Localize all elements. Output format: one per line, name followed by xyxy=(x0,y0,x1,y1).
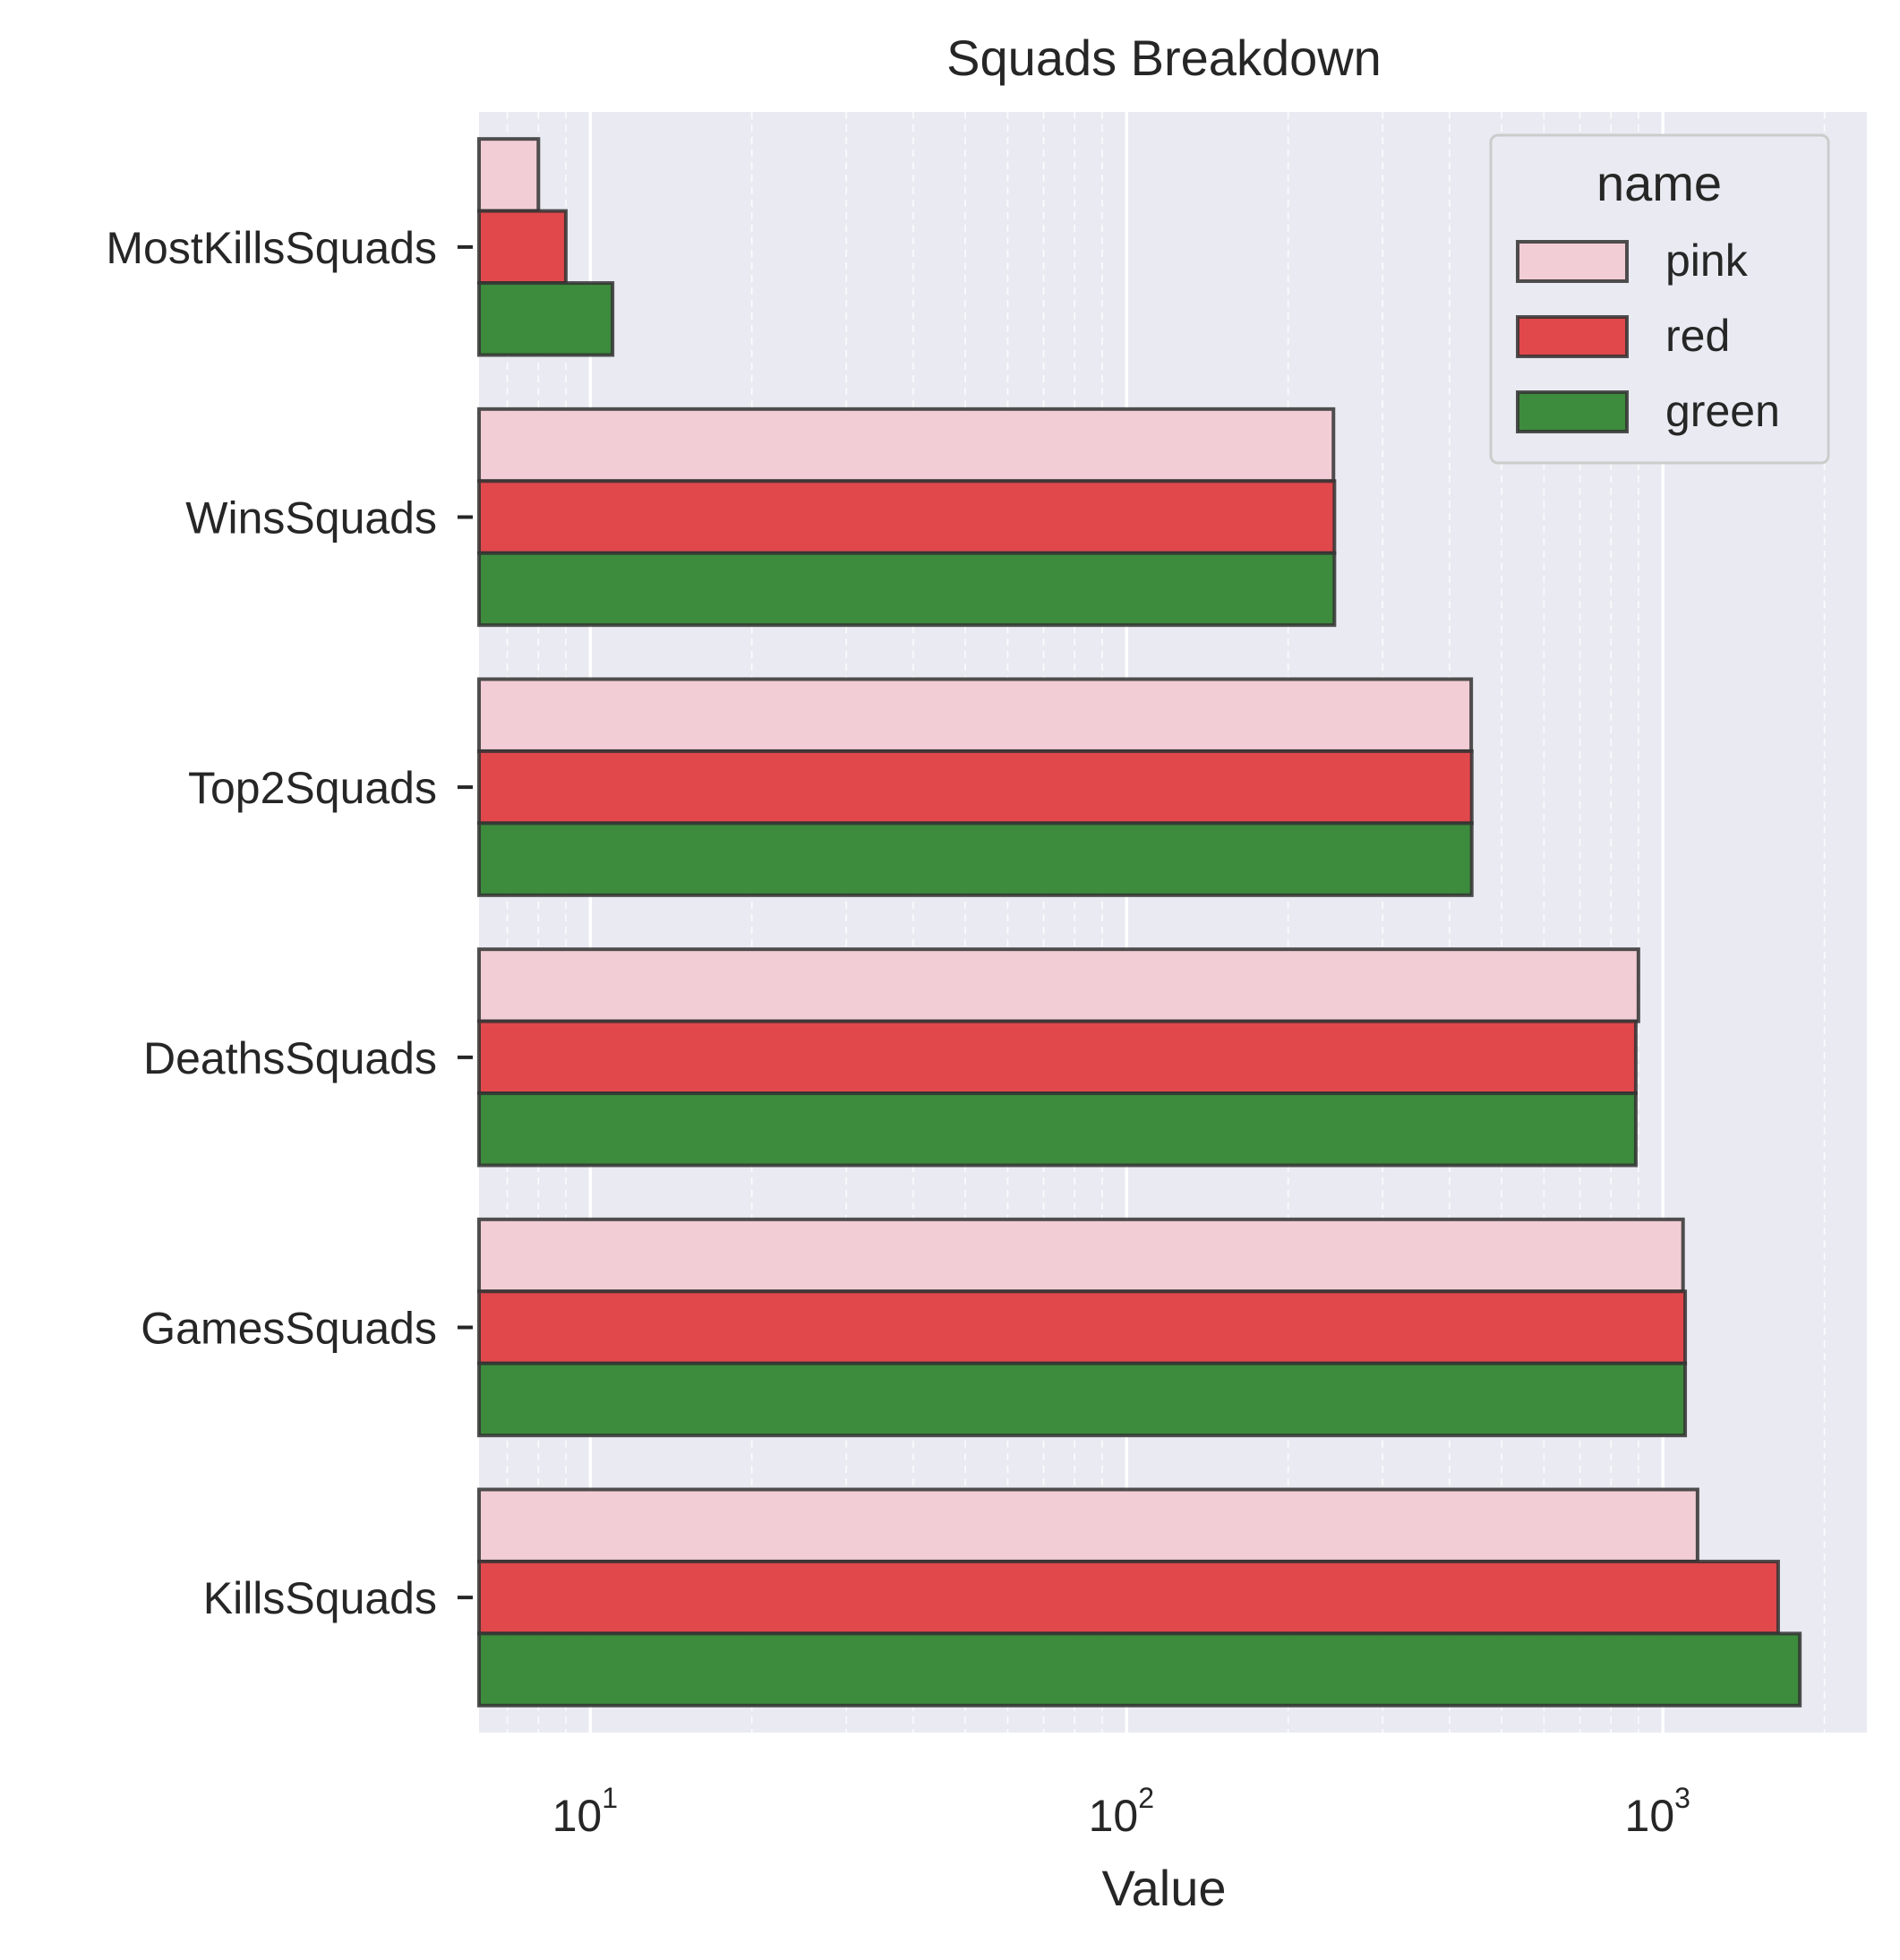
y-tick-label: KillsSquads xyxy=(203,1573,437,1623)
x-tick-exponent: 1 xyxy=(602,1782,618,1814)
x-tick-label: 101 xyxy=(552,1782,618,1841)
x-axis: 101 102 103 xyxy=(552,1782,1690,1841)
bar-red-WinsSquads xyxy=(477,479,1337,555)
y-tick-label: WinsSquads xyxy=(185,493,437,543)
y-axis: MostKillsSquads WinsSquads Top2Squads Death… xyxy=(106,223,473,1623)
chart-title: Squads Breakdown xyxy=(946,30,1382,86)
legend-label-pink: pink xyxy=(1665,235,1749,286)
legend-swatch-green xyxy=(1516,390,1629,433)
legend-label-red: red xyxy=(1665,311,1730,361)
bar-green-DeathsSquads xyxy=(477,1091,1638,1168)
bar-red-MostKillsSquads xyxy=(477,209,568,286)
y-tick-label: MostKillsSquads xyxy=(106,223,437,273)
x-tick-base: 10 xyxy=(1089,1791,1139,1841)
bar-red-KillsSquads xyxy=(477,1559,1780,1636)
x-tick-label: 102 xyxy=(1089,1782,1154,1841)
bar-pink-KillsSquads xyxy=(477,1487,1699,1563)
bar-green-KillsSquads xyxy=(477,1631,1802,1708)
bar-green-Top2Squads xyxy=(477,821,1474,897)
x-tick-label: 103 xyxy=(1625,1782,1690,1841)
legend: name pink red green xyxy=(1489,133,1830,465)
bar-red-DeathsSquads xyxy=(477,1019,1638,1096)
bar-pink-DeathsSquads xyxy=(477,947,1640,1023)
bar-pink-Top2Squads xyxy=(477,677,1474,753)
x-tick-base: 10 xyxy=(552,1791,603,1841)
x-tick-exponent: 2 xyxy=(1138,1782,1154,1814)
bar-green-WinsSquads xyxy=(477,551,1337,628)
bar-pink-GamesSquads xyxy=(477,1217,1685,1294)
y-tick-label: GamesSquads xyxy=(141,1304,437,1354)
bar-pink-WinsSquads xyxy=(477,407,1336,484)
bars xyxy=(477,137,1802,1708)
legend-label-green: green xyxy=(1665,386,1780,436)
legend-box xyxy=(1489,133,1830,465)
bar-pink-MostKillsSquads xyxy=(477,137,541,213)
x-axis-label: Value xyxy=(1101,1860,1226,1916)
bar-red-GamesSquads xyxy=(477,1289,1688,1365)
x-tick-exponent: 3 xyxy=(1674,1782,1690,1814)
bar-green-MostKillsSquads xyxy=(477,281,615,357)
legend-swatch-pink xyxy=(1516,240,1629,283)
x-tick-base: 10 xyxy=(1625,1791,1675,1841)
legend-swatch-red xyxy=(1516,315,1629,358)
legend-title: name xyxy=(1596,155,1722,211)
y-tick-label: DeathsSquads xyxy=(143,1033,437,1083)
bar-red-Top2Squads xyxy=(477,749,1474,826)
bar-green-GamesSquads xyxy=(477,1361,1688,1438)
y-tick-label: Top2Squads xyxy=(188,763,437,813)
